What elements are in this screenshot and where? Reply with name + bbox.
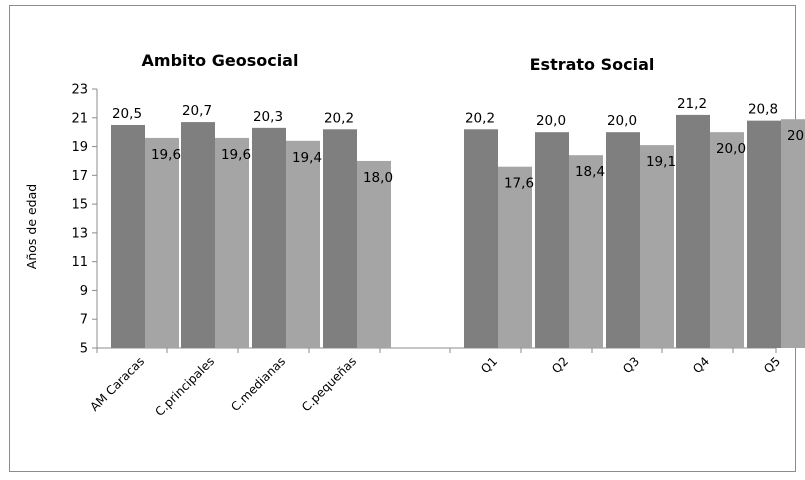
x-category-label: C.principales bbox=[152, 354, 217, 419]
bar bbox=[111, 124, 145, 348]
x-category-label: Q5 bbox=[761, 354, 783, 376]
y-tick-label: 11 bbox=[71, 255, 88, 270]
y-tick-label: 7 bbox=[80, 313, 88, 328]
data-label: 18,4 bbox=[575, 164, 605, 180]
x-category-label: C.medianas bbox=[228, 354, 288, 414]
y-tick-label: 17 bbox=[71, 169, 88, 184]
x-category-label: Q4 bbox=[690, 354, 712, 376]
bar bbox=[215, 137, 249, 348]
data-label: 17,6 bbox=[504, 176, 534, 192]
bar bbox=[606, 132, 640, 348]
bar bbox=[145, 137, 179, 348]
data-label: 20,7 bbox=[182, 103, 212, 119]
bar bbox=[357, 160, 391, 348]
bar bbox=[676, 114, 710, 349]
bar bbox=[286, 140, 320, 348]
x-category-label: AM Caracas bbox=[87, 354, 147, 414]
bar bbox=[464, 129, 498, 348]
data-label: 18,0 bbox=[363, 170, 393, 186]
bar bbox=[181, 122, 215, 348]
data-label: 20,8 bbox=[748, 102, 778, 118]
y-tick-label: 13 bbox=[71, 226, 88, 241]
group-title: Ambito Geosocial bbox=[142, 51, 299, 70]
x-category-label: Q2 bbox=[549, 354, 571, 376]
data-label: 20,9 bbox=[787, 128, 805, 144]
y-tick-label: 15 bbox=[71, 198, 88, 213]
data-label: 19,4 bbox=[292, 150, 322, 166]
x-category-label: Q3 bbox=[620, 354, 642, 376]
data-label: 19,1 bbox=[646, 154, 676, 170]
bar bbox=[747, 120, 781, 349]
group-title: Estrato Social bbox=[530, 55, 655, 74]
data-label: 20,2 bbox=[465, 110, 495, 126]
bar bbox=[781, 119, 805, 348]
y-tick-label: 5 bbox=[80, 342, 88, 357]
data-label: 20,0 bbox=[716, 141, 746, 157]
y-tick-label: 23 bbox=[71, 83, 88, 98]
bar bbox=[535, 132, 569, 348]
bar bbox=[323, 129, 357, 348]
x-category-label: C.pequeñas bbox=[299, 354, 359, 414]
y-tick-label: 21 bbox=[71, 111, 88, 126]
bar bbox=[498, 166, 532, 348]
data-label: 20,0 bbox=[536, 113, 566, 129]
y-axis-label: Años de edad bbox=[24, 184, 39, 269]
data-label: 20,2 bbox=[324, 110, 354, 126]
data-label: 19,6 bbox=[151, 147, 181, 163]
bar bbox=[640, 145, 674, 348]
bar bbox=[569, 155, 603, 348]
bar bbox=[710, 132, 744, 348]
data-label: 20,5 bbox=[112, 106, 142, 122]
bar bbox=[252, 127, 286, 348]
x-category-label: Q1 bbox=[478, 354, 500, 376]
y-tick-label: 9 bbox=[80, 284, 88, 299]
data-label: 20,3 bbox=[253, 109, 283, 125]
data-label: 19,6 bbox=[221, 147, 251, 163]
data-label: 21,2 bbox=[677, 96, 707, 112]
y-tick-label: 19 bbox=[71, 140, 88, 155]
data-label: 20,0 bbox=[607, 113, 637, 129]
